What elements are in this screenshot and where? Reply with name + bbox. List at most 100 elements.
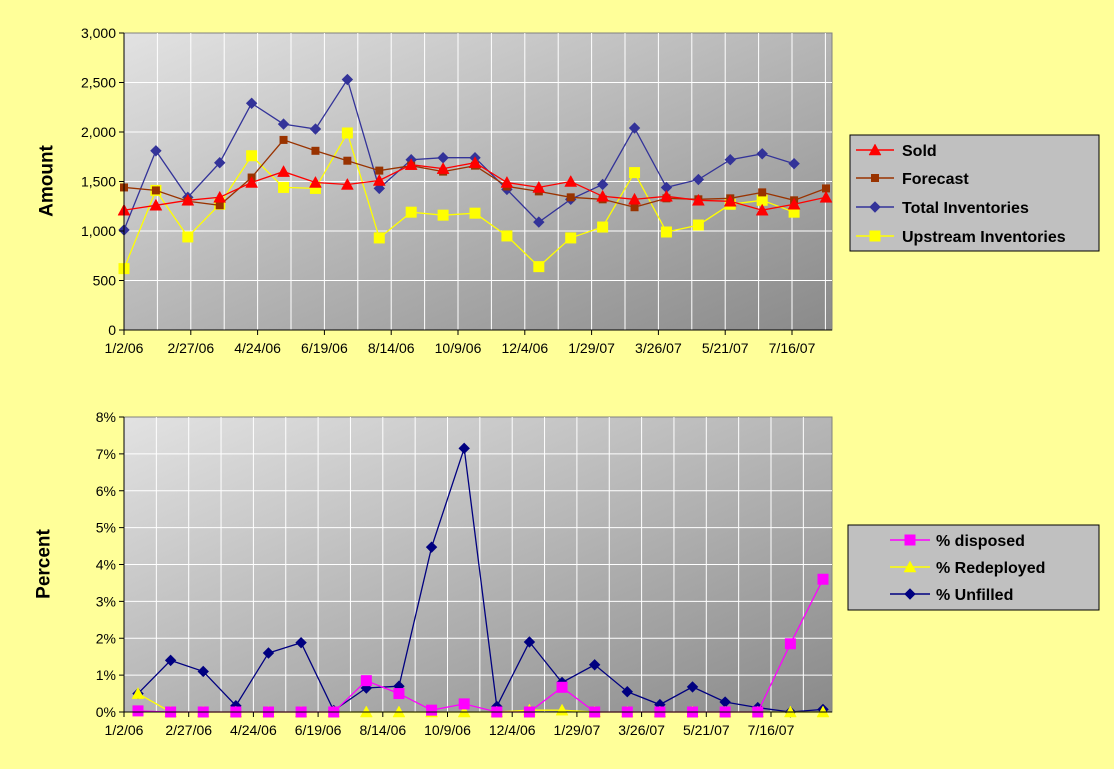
x-tick-label: 6/19/06: [295, 722, 342, 738]
sold-point-15: [596, 189, 610, 202]
upstream-inventories-point-12: [501, 230, 513, 242]
sold-point-9: [404, 158, 418, 170]
upstream-inventories-point-17: [660, 226, 672, 238]
x-tick-label: 8/14/06: [368, 340, 415, 356]
forecast-point-20: [758, 188, 767, 197]
y-tick-label: 1,500: [81, 174, 116, 190]
upstream-inventories-point-18: [692, 219, 704, 231]
y-tick-label: 3,000: [81, 25, 116, 41]
y-tick-label: 2,500: [81, 75, 116, 91]
upstream-inventories-legend-point-0: [869, 230, 881, 242]
amount-y-ticks: 0 500 1,000 1,500 2,000 2,500 3,000: [81, 25, 125, 338]
forecast-point-1: [151, 186, 160, 195]
total-inventories-point-1: [150, 145, 162, 157]
x-tick-label: 6/19/06: [301, 340, 348, 356]
upstream-inventories-point-15: [597, 221, 609, 233]
x-tick-label: 12/4/06: [489, 722, 536, 738]
sold-point-1: [149, 198, 163, 211]
forecast-point-14: [566, 193, 575, 202]
sold-point-13: [532, 180, 546, 193]
y-tick-label: 3%: [96, 593, 116, 609]
pct-disposed-point-10: [458, 698, 470, 710]
sold-point-18: [691, 193, 705, 206]
x-tick-label: 4/24/06: [234, 340, 281, 356]
total-inventories-point-16: [628, 122, 641, 134]
y-tick-label: 0: [108, 322, 116, 338]
total-inventories-point-21: [788, 157, 800, 170]
x-tick-label: 1/2/06: [105, 722, 144, 738]
upstream-inventories-point-11: [469, 207, 481, 219]
total-inventories-point-13: [533, 216, 545, 228]
sold-point-20: [755, 203, 769, 216]
pct-unfilled-point-10: [458, 442, 470, 455]
upstream-inventories-point-9: [405, 206, 417, 218]
y-tick-label: 1,000: [81, 223, 116, 239]
x-tick-label: 2/27/06: [165, 722, 212, 738]
pct-disposed-point-20: [784, 638, 796, 650]
x-tick-label: 2/27/06: [167, 340, 214, 356]
sold-point-3: [213, 190, 227, 203]
y-tick-label: 2,000: [81, 124, 116, 140]
sold-point-5: [277, 165, 290, 177]
upstream-inventories-point-13: [533, 261, 545, 273]
upstream-inventories-point-10: [437, 209, 449, 221]
legend-label-upstream-inventories: Upstream Inventories: [902, 229, 1066, 246]
x-tick-label: 1/29/07: [568, 340, 615, 356]
sold-legend-point-0: [868, 143, 882, 156]
forecast-point-7: [343, 156, 352, 165]
amount-gridlines: [124, 33, 832, 330]
y-tick-label: 5%: [96, 520, 116, 536]
y-tick-label: 500: [93, 273, 117, 289]
total-inventories-point-7: [341, 73, 354, 86]
y-tick-label: 6%: [96, 483, 116, 499]
forecast-point-6: [311, 146, 320, 155]
x-tick-label: 7/16/07: [769, 340, 816, 356]
x-tick-label: 10/9/06: [435, 340, 482, 356]
forecast-legend-point-0: [871, 174, 879, 182]
percent-x-ticks: 1/2/06 2/27/06 4/24/06 6/19/06 8/14/06 10/9/0…: [105, 711, 832, 738]
pct-disposed-point-0: [132, 705, 144, 717]
percent-y-axis-label: Percent: [34, 528, 55, 598]
upstream-inventories-line: [123, 131, 795, 269]
total-inventories-point-20: [756, 148, 768, 160]
y-tick-label: 1%: [96, 667, 116, 683]
pct-unfilled-point-9: [425, 541, 438, 553]
pct-disposed-point-21: [817, 573, 829, 585]
amount-x-ticks: 1/2/06 2/27/06 4/24/06 6/19/06 8/14/06 10/9/0…: [105, 329, 832, 356]
pct-unfilled-point-17: [686, 681, 699, 693]
y-tick-label: 7%: [96, 446, 116, 462]
y-tick-label: 0%: [96, 704, 116, 720]
y-tick-label: 4%: [96, 557, 116, 573]
forecast-point-5: [279, 135, 288, 144]
pct-unfilled-point-4: [262, 647, 275, 659]
percent-legend: [847, 524, 1100, 611]
pct-redeployed-point-0: [131, 687, 145, 699]
x-tick-label: 1/29/07: [554, 722, 601, 738]
x-tick-label: 10/9/06: [424, 722, 471, 738]
x-tick-label: 7/16/07: [748, 722, 795, 738]
forecast-point-3: [215, 201, 224, 210]
total-inventories-point-15: [596, 178, 609, 191]
pct-unfilled-point-2: [197, 665, 209, 678]
upstream-inventories-point-16: [629, 167, 641, 179]
upstream-inventories-point-8: [373, 232, 385, 244]
pct-unfilled-point-12: [523, 636, 536, 648]
y-tick-label: 2%: [96, 630, 116, 646]
percent-y-ticks: 0% 1% 2% 3% 4% 5% 6% 7% 8%: [96, 409, 125, 720]
total-inventories-point-18: [692, 173, 705, 186]
legend-label-total-inventories: Total Inventories: [902, 200, 1029, 217]
sold-point-7: [340, 177, 354, 190]
upstream-inventories-point-5: [278, 181, 290, 193]
sold-point-8: [372, 173, 386, 186]
sold-point-19: [723, 194, 737, 207]
x-tick-label: 3/26/07: [618, 722, 665, 738]
y-tick-label: 8%: [96, 409, 116, 425]
total-inventories-point-3: [214, 156, 226, 169]
legend-label-redeployed: % Redeployed: [936, 560, 1045, 577]
total-inventories-point-4: [245, 97, 258, 109]
sold-point-4: [245, 175, 259, 188]
x-tick-label: 3/26/07: [635, 340, 682, 356]
pct-disposed-point-7: [360, 675, 372, 687]
redeployed-legend-point-0: [903, 560, 917, 573]
